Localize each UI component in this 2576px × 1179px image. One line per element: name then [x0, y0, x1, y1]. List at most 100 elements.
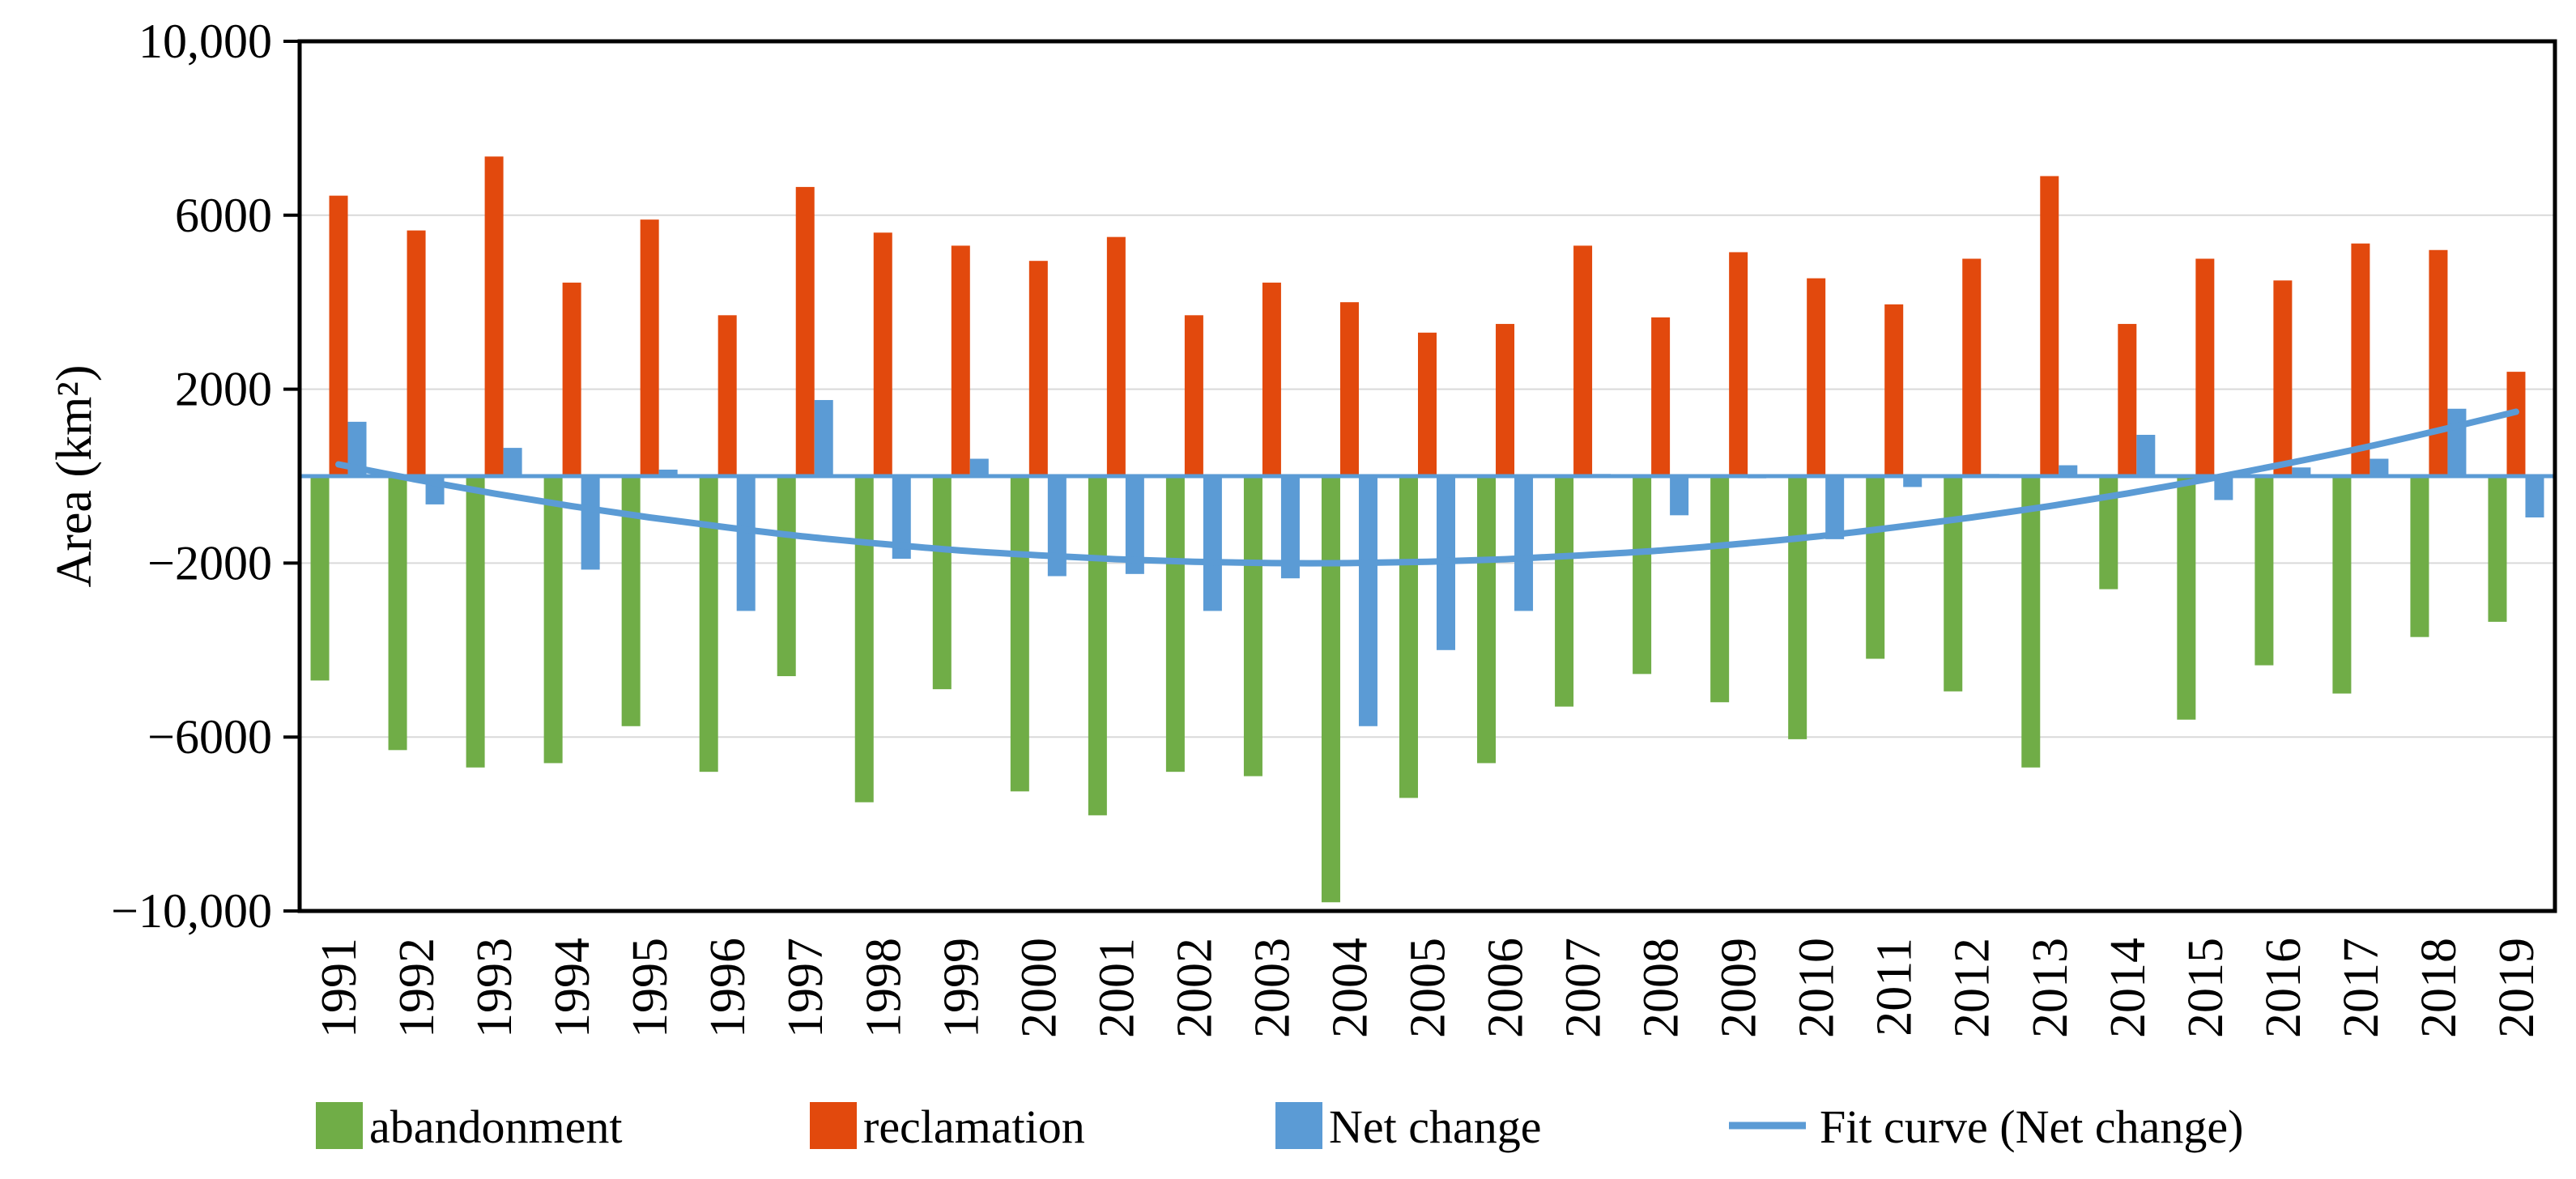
bar-net-change-2016: [2292, 467, 2311, 476]
bar-reclamation-1996: [717, 315, 737, 476]
bar-abandonment-2017: [2332, 476, 2352, 694]
bar-net-change-2004: [1358, 476, 1377, 726]
bar-reclamation-1998: [873, 232, 892, 476]
bar-net-change-2002: [1203, 476, 1222, 611]
x-tick-label-1996: 1996: [700, 938, 756, 1038]
y-tick-label: 6000: [175, 189, 272, 242]
y-tick-label: −6000: [147, 710, 272, 764]
bar-net-change-1998: [892, 476, 911, 560]
bar-net-change-1995: [658, 469, 678, 476]
bar-reclamation-2017: [2351, 243, 2370, 476]
bar-reclamation-2007: [1573, 245, 1593, 476]
x-tick-label-1993: 1993: [467, 938, 522, 1038]
legend: abandonment reclamation Net change Fit curv…: [316, 1100, 2243, 1153]
bar-abandonment-2005: [1399, 476, 1418, 798]
bar-abandonment-2010: [1788, 476, 1807, 739]
y-tick-label: 10,000: [138, 15, 272, 68]
bar-abandonment-2009: [1710, 476, 1730, 703]
bar-net-change-2014: [2136, 434, 2156, 476]
x-tick-label-2004: 2004: [1322, 938, 1377, 1038]
x-tick-label-2000: 2000: [1011, 938, 1067, 1038]
bar-abandonment-2003: [1243, 476, 1262, 777]
bar-reclamation-2002: [1184, 315, 1203, 476]
bar-abandonment-1992: [388, 476, 407, 751]
bar-reclamation-2018: [2429, 249, 2448, 476]
bar-reclamation-2009: [1729, 252, 1748, 476]
bar-reclamation-2015: [2195, 258, 2215, 476]
legend-label-fit-curve: Fit curve (Net change): [1820, 1100, 2243, 1153]
bar-reclamation-1995: [640, 219, 659, 476]
bar-net-change-2015: [2214, 476, 2233, 500]
x-tick-label-2005: 2005: [1401, 938, 1456, 1038]
x-tick-label-2010: 2010: [1790, 938, 1845, 1038]
x-tick-label-1995: 1995: [623, 938, 678, 1038]
bar-reclamation-2000: [1028, 261, 1048, 476]
bar-net-change-1997: [814, 400, 833, 476]
bar-abandonment-2015: [2177, 476, 2196, 720]
legend-swatch-net-change: [1275, 1102, 1322, 1149]
bar-abandonment-1995: [621, 476, 641, 726]
bar-abandonment-2011: [1866, 476, 1885, 659]
x-tick-label-2018: 2018: [2412, 938, 2467, 1038]
x-tick-label-2019: 2019: [2489, 938, 2544, 1038]
bar-reclamation-2019: [2506, 372, 2526, 476]
x-tick-label-2002: 2002: [1167, 938, 1222, 1038]
bar-abandonment-2008: [1633, 476, 1652, 675]
x-tick-label-2006: 2006: [1479, 938, 1534, 1038]
x-tick-label-2013: 2013: [2023, 938, 2078, 1038]
bar-net-change-1991: [347, 421, 367, 476]
bar-abandonment-2019: [2488, 476, 2507, 622]
bar-net-change-2001: [1125, 476, 1144, 574]
bar-net-change-2000: [1047, 476, 1067, 577]
x-tick-label-2003: 2003: [1245, 938, 1300, 1038]
bar-net-change-1999: [969, 458, 989, 476]
bar-net-change-2018: [2447, 408, 2467, 476]
bar-reclamation-2008: [1651, 317, 1671, 476]
bar-reclamation-1993: [484, 156, 504, 476]
x-tick-label-2012: 2012: [1945, 938, 2000, 1038]
bar-abandonment-2012: [1944, 476, 1963, 692]
bar-abandonment-2001: [1088, 476, 1107, 815]
legend-label-net-change: Net change: [1329, 1100, 1541, 1153]
bar-abandonment-1994: [543, 476, 563, 764]
x-tick-label-1997: 1997: [778, 938, 833, 1038]
x-tick-label-2016: 2016: [2256, 938, 2311, 1038]
x-tick-label-2017: 2017: [2334, 938, 2389, 1038]
bar-net-change-2011: [1903, 476, 1922, 487]
bar-net-change-2010: [1825, 476, 1845, 539]
bar-abandonment-1998: [854, 476, 874, 802]
bar-abandonment-1991: [310, 476, 330, 681]
x-tick-label-1991: 1991: [312, 938, 367, 1038]
bar-reclamation-1994: [562, 283, 581, 476]
fit-curve: [335, 408, 2519, 567]
bar-abandonment-2013: [2021, 476, 2041, 768]
x-tick-label-2015: 2015: [2178, 938, 2233, 1038]
bar-series: [310, 156, 2544, 903]
bar-abandonment-1993: [466, 476, 485, 768]
bar-net-change-1993: [503, 448, 522, 476]
bar-abandonment-1999: [932, 476, 952, 690]
bar-reclamation-1991: [329, 195, 348, 476]
x-tick-label-2014: 2014: [2101, 938, 2156, 1038]
x-tick-label-2001: 2001: [1089, 938, 1144, 1038]
y-axis-title: Area (km²): [47, 364, 102, 587]
bar-reclamation-2005: [1418, 332, 1437, 476]
bar-abandonment-2002: [1165, 476, 1185, 773]
legend-label-reclamation: reclamation: [863, 1100, 1085, 1153]
bar-abandonment-2014: [2099, 476, 2118, 590]
axis-labels: Area (km²) 10,000 6000 2000 −2000 −6000 −10,0…: [47, 15, 2544, 1038]
bar-net-change-2003: [1280, 476, 1300, 579]
bar-net-change-2006: [1514, 476, 1534, 611]
bar-reclamation-1992: [407, 230, 426, 476]
bar-reclamation-2011: [1884, 304, 1904, 476]
bar-reclamation-1997: [795, 186, 815, 476]
legend-swatch-reclamation: [810, 1102, 857, 1149]
bar-reclamation-2016: [2273, 280, 2293, 476]
bar-net-change-2017: [2369, 458, 2389, 476]
x-tick-label-1998: 1998: [856, 938, 911, 1038]
x-tick-label-1992: 1992: [390, 938, 445, 1038]
bar-reclamation-2014: [2118, 324, 2137, 476]
bar-reclamation-2006: [1496, 324, 1515, 476]
bar-abandonment-2007: [1555, 476, 1574, 707]
